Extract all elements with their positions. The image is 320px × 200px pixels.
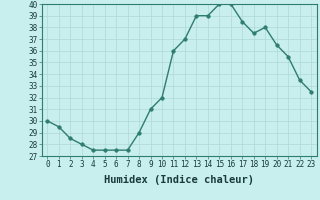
X-axis label: Humidex (Indice chaleur): Humidex (Indice chaleur) [104,175,254,185]
